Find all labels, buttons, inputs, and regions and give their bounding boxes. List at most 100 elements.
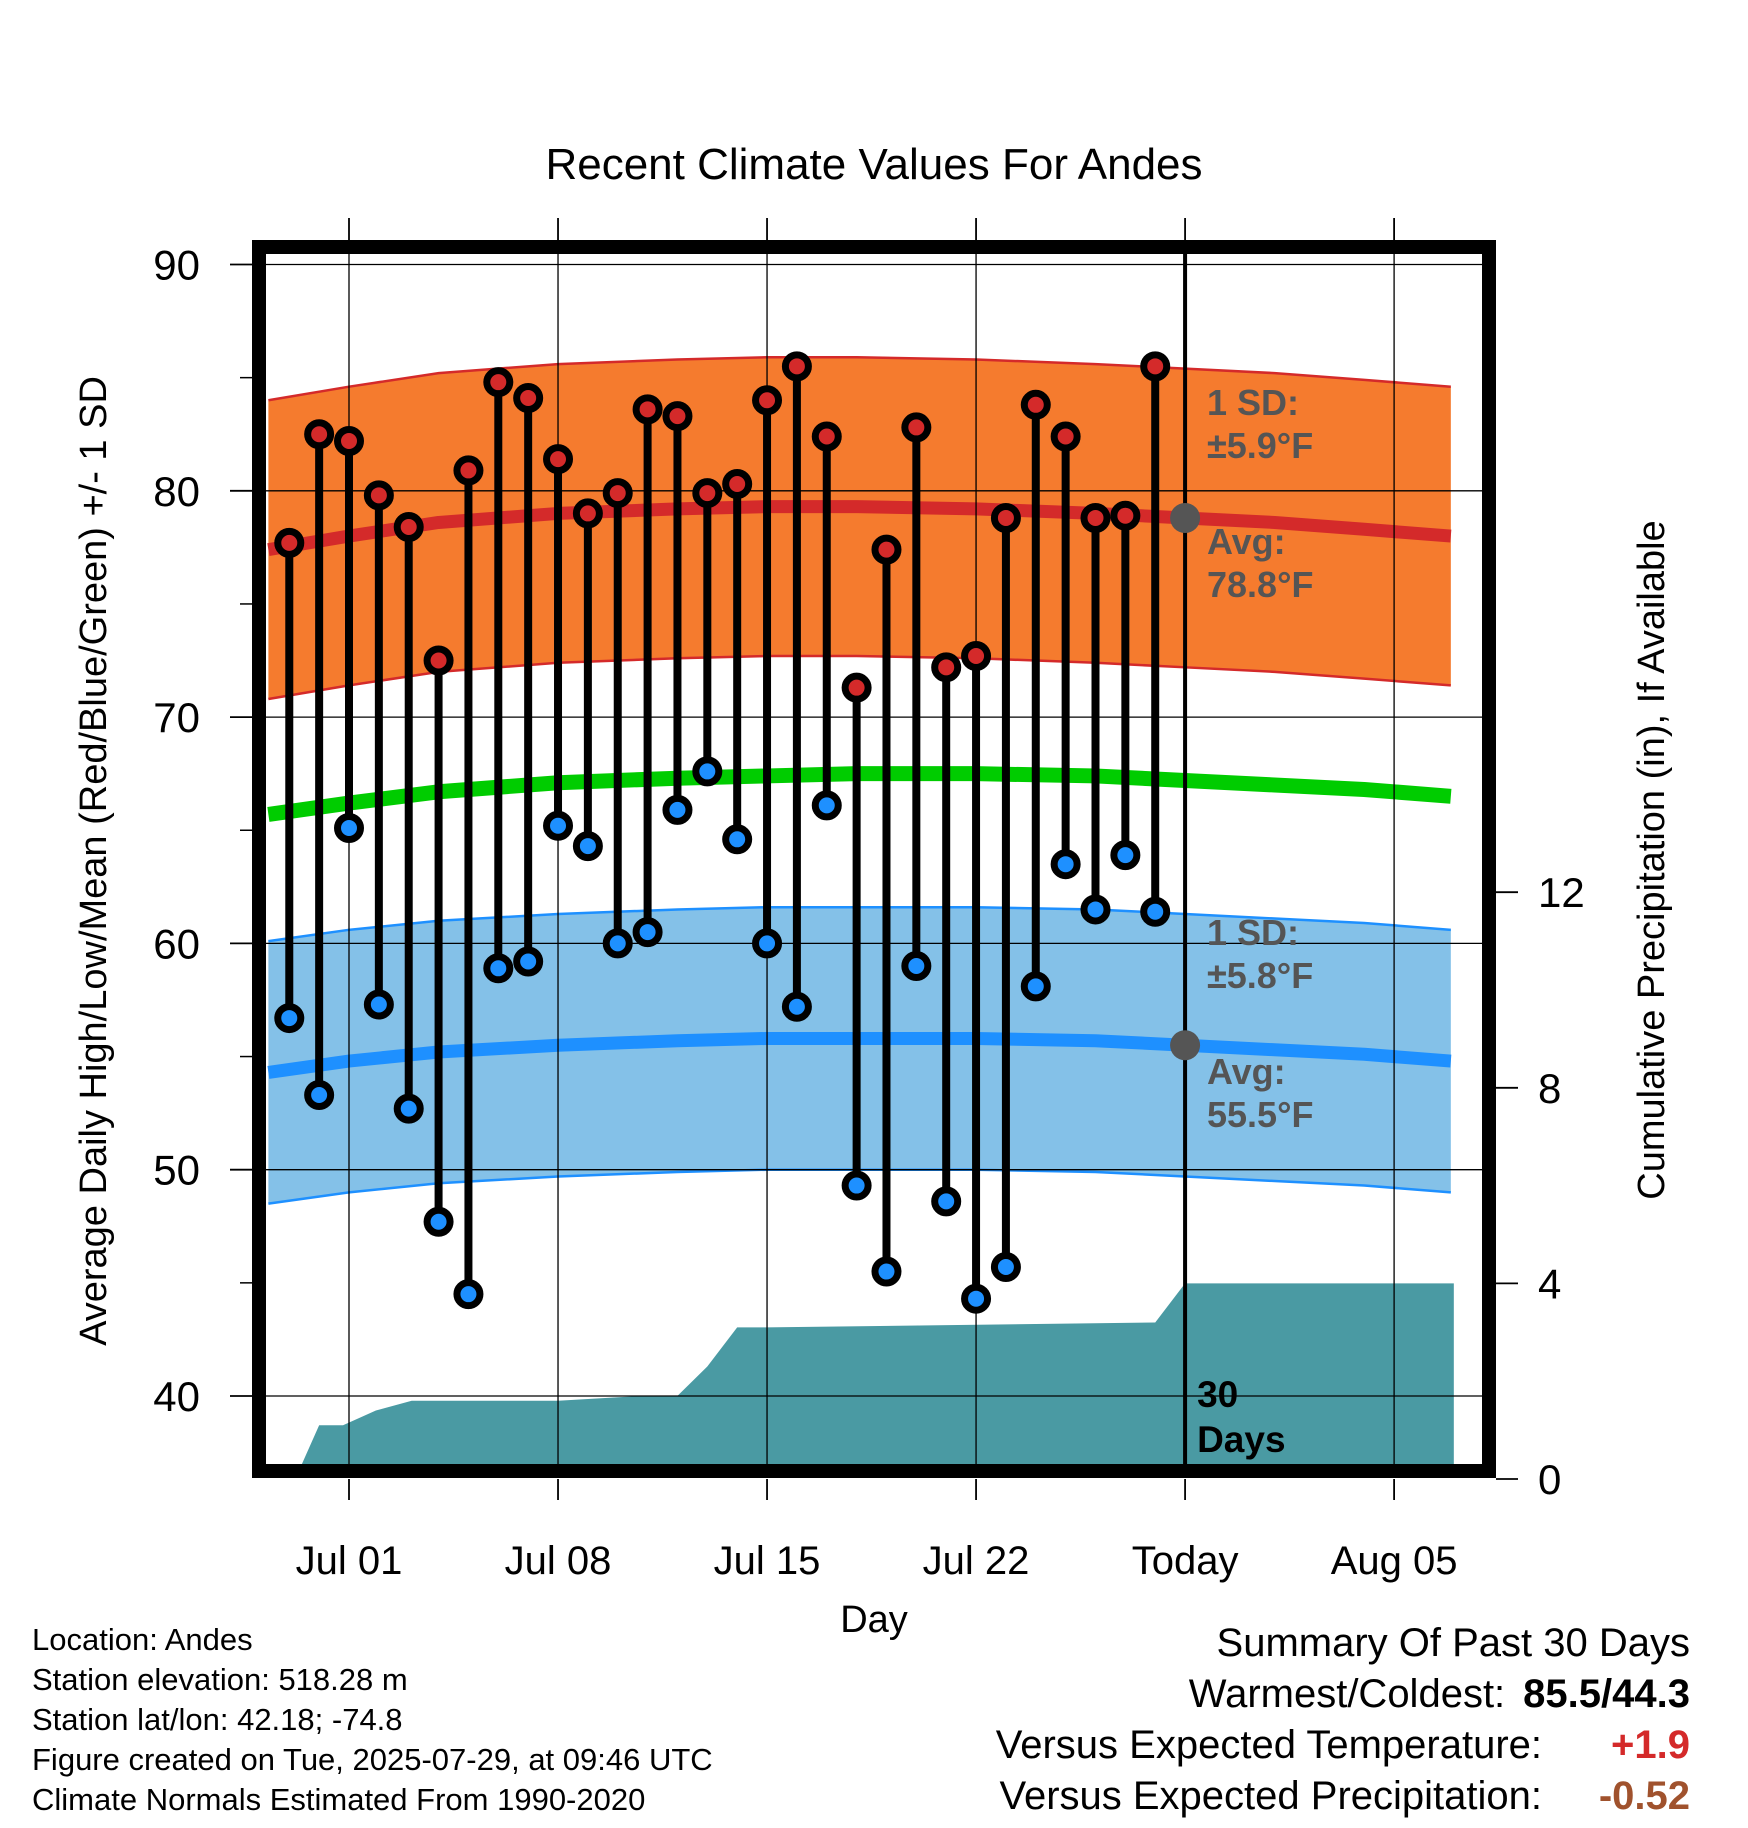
- y-tick-label: 60: [153, 920, 200, 967]
- location-text: Location: Andes: [32, 1622, 253, 1657]
- daily-low-point: [990, 1252, 1021, 1283]
- chart-title: Recent Climate Values For Andes: [545, 140, 1202, 189]
- precip-area: [301, 1283, 1454, 1465]
- daily-low-point: [453, 1279, 484, 1310]
- daily-high-point: [602, 478, 633, 509]
- low-avg-label: Avg: 55.5°F: [1207, 1051, 1313, 1135]
- daily-high-point: [1080, 502, 1111, 533]
- y2-tick-label: 8: [1538, 1065, 1561, 1112]
- daily-low-point: [1080, 894, 1111, 925]
- daily-low-point: [961, 1283, 992, 1314]
- high-avg-label: Avg: 78.8°F: [1207, 521, 1313, 605]
- daily-low-point: [274, 1003, 305, 1034]
- daily-low-point: [1140, 896, 1171, 927]
- summary-precip-row: Versus Expected Precipitation: -0.52: [996, 1771, 1690, 1822]
- y2-tick-label: 12: [1538, 869, 1585, 916]
- elevation-text: Station elevation: 518.28 m: [32, 1662, 408, 1697]
- daily-high-point: [1050, 421, 1081, 452]
- today-days-label: 30 Days: [1197, 1374, 1285, 1460]
- high-sd-label: 1 SD: ±5.9°F: [1207, 382, 1313, 466]
- daily-high-point: [393, 512, 424, 543]
- daily-low-point: [483, 953, 514, 984]
- daily-high-point: [423, 645, 454, 676]
- daily-high-point: [1110, 500, 1141, 531]
- daily-high-point: [632, 394, 663, 425]
- daily-high-point: [304, 419, 335, 450]
- daily-low-point: [393, 1093, 424, 1124]
- daily-high-point: [990, 502, 1021, 533]
- x-tick-label: Jul 01: [296, 1539, 403, 1583]
- x-tick-label: Jul 08: [505, 1539, 612, 1583]
- temp-value: +1.9: [1611, 1723, 1690, 1767]
- daily-low-point: [901, 951, 932, 982]
- temp-label: Versus Expected Temperature:: [995, 1723, 1542, 1767]
- today-low-normal-marker: [1170, 1030, 1201, 1061]
- latlon-text: Station lat/lon: 42.18; -74.8: [32, 1702, 403, 1737]
- daily-high-point: [901, 412, 932, 443]
- daily-high-point: [572, 498, 603, 529]
- warmest-value: 85.5/44.3: [1523, 1672, 1690, 1716]
- daily-low-point: [1050, 849, 1081, 880]
- y2-tick-label: 0: [1538, 1456, 1561, 1503]
- daily-high-point: [1020, 389, 1051, 420]
- daily-high-point: [662, 401, 693, 432]
- daily-high-point: [513, 383, 544, 414]
- x-axis-label: Day: [840, 1599, 908, 1641]
- daily-high-point: [692, 478, 723, 509]
- y-tick-label: 90: [153, 242, 200, 289]
- y-tick-label: 70: [153, 694, 200, 741]
- summary-panel: Summary Of Past 30 Days Warmest/Coldest:…: [996, 1618, 1690, 1822]
- warmest-label: Warmest/Coldest:: [1188, 1672, 1506, 1716]
- daily-low-point: [931, 1186, 962, 1217]
- daily-high-point: [752, 385, 783, 416]
- daily-low-point: [692, 756, 723, 787]
- daily-high-point: [483, 367, 514, 398]
- plot-frame: [252, 240, 1496, 1478]
- daily-low-point: [841, 1170, 872, 1201]
- daily-low-point: [304, 1080, 335, 1111]
- daily-high-point: [961, 640, 992, 671]
- daily-high-point: [453, 455, 484, 486]
- today-high-normal-marker: [1170, 502, 1201, 533]
- x-tick-label: Jul 15: [714, 1539, 821, 1583]
- daily-low-point: [1110, 840, 1141, 871]
- daily-low-point: [871, 1256, 902, 1287]
- daily-high-point: [931, 652, 962, 683]
- y2-axis-label: Cumulative Precipitation (in), If Availa…: [1631, 520, 1673, 1199]
- daily-low-point: [1020, 971, 1051, 1002]
- x-tick-label: Jul 22: [923, 1539, 1030, 1583]
- daily-high-point: [334, 426, 364, 457]
- daily-low-point: [781, 991, 812, 1022]
- daily-high-point: [1140, 351, 1171, 382]
- daily-low-point: [632, 917, 663, 948]
- x-tick-label: Today: [1132, 1539, 1239, 1583]
- high-sd-band-upper-edge: [268, 356, 1451, 402]
- precip-label: Versus Expected Precipitation:: [999, 1774, 1542, 1818]
- daily-low-point: [811, 790, 842, 821]
- daily-high-point: [274, 527, 305, 558]
- daily-low-point: [363, 989, 394, 1020]
- y-tick-label: 50: [153, 1147, 200, 1194]
- y2-tick-label: 4: [1538, 1260, 1561, 1307]
- daily-high-point: [841, 672, 872, 703]
- daily-low-point: [602, 928, 633, 959]
- daily-low-point: [572, 831, 603, 862]
- summary-heading: Summary Of Past 30 Days: [1216, 1621, 1690, 1665]
- x-tick-label: Aug 05: [1331, 1539, 1458, 1583]
- daily-low-point: [543, 810, 574, 841]
- daily-high-point: [871, 534, 902, 565]
- normal-high-line: [267, 500, 1452, 557]
- daily-low-point: [513, 946, 544, 977]
- daily-low-point: [722, 824, 753, 855]
- daily-high-point: [811, 421, 842, 452]
- summary-warmest-row: Warmest/Coldest: 85.5/44.3: [996, 1669, 1690, 1720]
- y-tick-label: 40: [153, 1373, 200, 1420]
- station-info: Location: Andes Station elevation: 518.2…: [32, 1620, 713, 1820]
- daily-low-point: [752, 928, 783, 959]
- y-axis-label: Average Daily High/Low/Mean (Red/Blue/Gr…: [73, 376, 115, 1346]
- created-text: Figure created on Tue, 2025-07-29, at 09…: [32, 1742, 713, 1777]
- daily-high-point: [722, 469, 753, 500]
- daily-high-point: [363, 480, 394, 511]
- summary-temp-row: Versus Expected Temperature: +1.9: [996, 1720, 1690, 1771]
